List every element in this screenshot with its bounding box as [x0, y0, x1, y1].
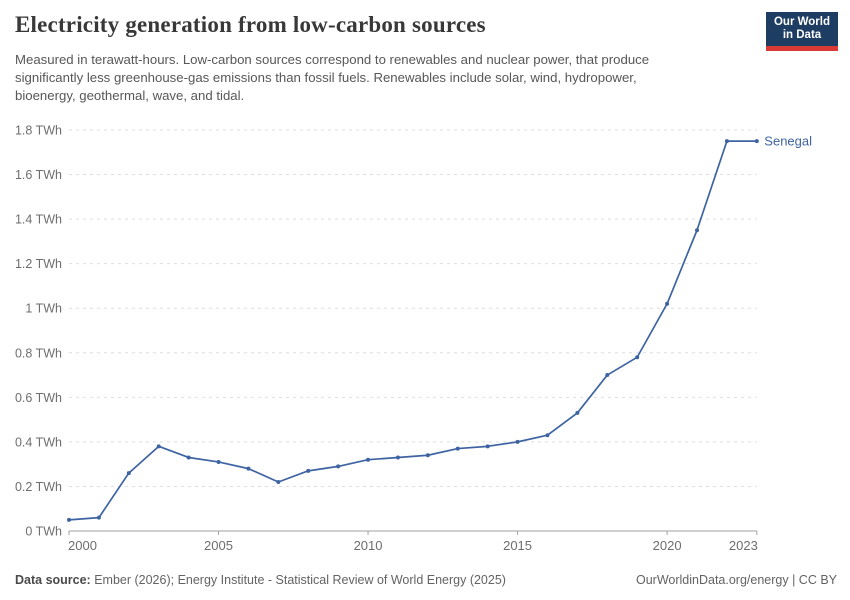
y-axis-tick-label: 0.4 TWh — [15, 435, 62, 449]
data-point[interactable] — [186, 455, 191, 460]
source-text: Ember (2026); Energy Institute - Statist… — [94, 573, 506, 587]
footer-source: Data source: Ember (2026); Energy Instit… — [15, 573, 506, 587]
data-point[interactable] — [276, 479, 281, 484]
y-axis-tick-label: 0.6 TWh — [15, 391, 62, 405]
data-point[interactable] — [724, 139, 729, 144]
y-axis-tick-label: 0.8 TWh — [15, 346, 62, 360]
y-axis-tick-label: 1 TWh — [25, 302, 62, 316]
data-point[interactable] — [67, 517, 71, 522]
data-point[interactable] — [306, 468, 311, 473]
x-axis-tick-label: 2015 — [503, 538, 532, 553]
data-point[interactable] — [455, 446, 460, 451]
y-axis-tick-label: 0.2 TWh — [15, 480, 62, 494]
y-axis-tick-label: 1.4 TWh — [15, 213, 62, 227]
data-point[interactable] — [605, 373, 610, 378]
data-point[interactable] — [126, 471, 131, 476]
data-point[interactable] — [395, 455, 400, 460]
logo-text-line2: in Data — [782, 29, 822, 41]
data-point[interactable] — [665, 301, 670, 306]
data-point[interactable] — [156, 444, 161, 449]
x-axis-tick-label: 2023 — [729, 538, 758, 553]
data-point[interactable] — [545, 433, 550, 438]
x-axis-tick-label: 2010 — [354, 538, 383, 553]
data-point[interactable] — [425, 453, 430, 458]
data-point[interactable] — [485, 444, 490, 449]
data-point[interactable] — [336, 464, 341, 469]
logo-red-bar — [766, 46, 838, 51]
x-axis-tick-label: 2020 — [653, 538, 682, 553]
data-point[interactable] — [575, 410, 580, 415]
data-point[interactable] — [635, 355, 640, 360]
data-point[interactable] — [96, 515, 101, 520]
y-axis-tick-label: 0 TWh — [25, 525, 62, 539]
source-label: Data source: — [15, 573, 95, 587]
footer-attribution[interactable]: OurWorldinData.org/energy | CC BY — [635, 573, 837, 587]
data-point[interactable] — [366, 457, 371, 462]
data-point[interactable] — [754, 139, 759, 144]
chart-subtitle: Measured in terawatt-hours. Low-carbon s… — [15, 52, 650, 103]
owid-logo[interactable]: Our World in Data — [766, 12, 838, 51]
y-axis-tick-label: 1.2 TWh — [15, 257, 62, 271]
data-point[interactable] — [216, 459, 221, 464]
logo-text-line1: Our World — [773, 15, 830, 28]
data-point[interactable] — [515, 439, 520, 444]
y-axis-tick-label: 1.8 TWh — [15, 124, 62, 138]
chart-title: Electricity generation from low-carbon s… — [15, 12, 486, 37]
data-point[interactable] — [246, 466, 251, 471]
data-line[interactable] — [68, 140, 758, 521]
x-axis-tick-label: 2005 — [204, 538, 233, 553]
y-axis-tick-label: 1.6 TWh — [15, 168, 62, 182]
x-axis-tick-label: 2000 — [68, 538, 97, 553]
series-label: Senegal — [764, 134, 812, 149]
data-point[interactable] — [694, 228, 699, 233]
